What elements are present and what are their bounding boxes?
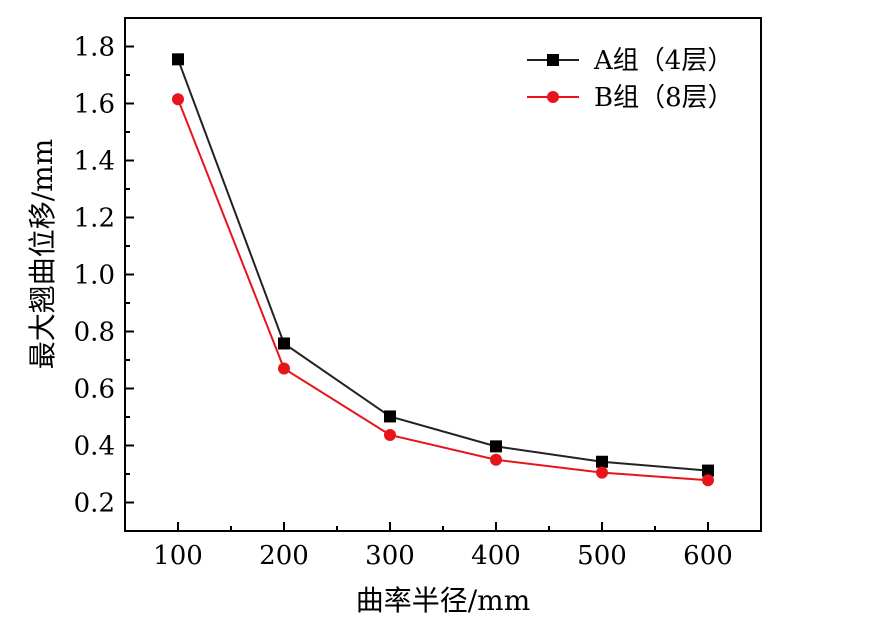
series-layer: [172, 53, 714, 487]
legend-marker-square: [547, 54, 559, 66]
y-tick-label: 0.6: [74, 375, 115, 405]
x-tick-label: 100: [153, 541, 203, 571]
legend: A组（4层） B组（8层）: [527, 46, 734, 113]
series-line-2: [177, 98, 709, 482]
data-point-square: [278, 337, 290, 350]
y-tick-label: 1.4: [74, 147, 115, 177]
data-point-circle: [278, 362, 290, 375]
y-axis: 0.2 0.4 0.6 0.8 1.0 1.2 1.4 1.6 1.8: [74, 33, 134, 519]
y-tick-label: 0.2: [74, 489, 115, 519]
data-point-square: [490, 440, 502, 453]
data-point-circle: [172, 93, 184, 106]
data-point-circle: [596, 466, 608, 479]
legend-label: A组（4层）: [593, 46, 733, 76]
x-tick-label: 200: [259, 541, 309, 571]
data-point-square: [596, 455, 608, 468]
y-axis-title: 最大翘曲位移/mm: [26, 139, 59, 370]
data-point-circle: [702, 474, 714, 487]
y-tick-label: 1.6: [74, 90, 115, 120]
legend-marker-circle: [547, 91, 559, 103]
x-tick-label: 300: [365, 541, 415, 571]
y-tick-label: 1.8: [74, 33, 115, 63]
y-tick-label: 0.4: [74, 432, 115, 462]
y-tick-label: 1.2: [74, 204, 115, 234]
data-point-circle: [490, 453, 502, 466]
x-axis-title: 曲率半径/mm: [356, 584, 531, 617]
x-tick-label: 500: [577, 541, 627, 571]
legend-label: B组（8层）: [594, 83, 734, 113]
data-point-square: [702, 464, 714, 477]
y-tick-label: 1.0: [74, 261, 115, 291]
data-point-circle: [384, 428, 396, 441]
x-tick-label: 600: [683, 541, 733, 571]
y-tick-label: 0.8: [74, 318, 115, 348]
data-point-square: [172, 53, 184, 66]
data-point-square: [384, 410, 396, 423]
x-tick-label: 400: [471, 541, 521, 571]
series-line-1: [177, 58, 709, 472]
x-axis: 100 200 300 400 500 600: [153, 522, 733, 571]
